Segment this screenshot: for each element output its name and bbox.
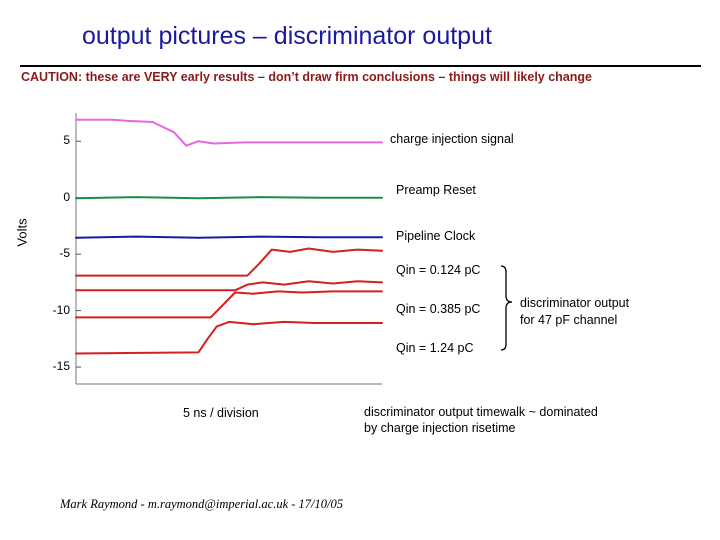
qin-bracket <box>500 265 513 351</box>
y-tick-label: -5 <box>59 246 70 261</box>
label-qin-low: Qin = 0.124 pC <box>396 263 481 277</box>
trace-qin-1-24-pc <box>75 320 383 355</box>
trace-charge-injection-signal <box>75 118 383 147</box>
label-qin-mid: Qin = 0.385 pC <box>396 302 481 316</box>
title-divider <box>20 65 701 67</box>
trace-preamp-reset <box>75 196 383 200</box>
trace-qin-0-124-pc-lower <box>75 280 383 292</box>
trace-qin-0-385-pc <box>75 290 383 319</box>
footer-author: Mark Raymond - m.raymond@imperial.ac.uk … <box>60 497 343 511</box>
timewalk-note-line2: by charge injection risetime <box>364 421 516 435</box>
y-axis-label: Volts <box>14 218 30 247</box>
label-charge-injection: charge injection signal <box>390 132 514 146</box>
caution-note: CAUTION: these are VERY early results – … <box>21 70 592 84</box>
discriminator-note-line2: for 47 pF channel <box>520 313 618 327</box>
label-pipeline-clock: Pipeline Clock <box>396 229 476 243</box>
y-tick-label: 0 <box>63 189 70 204</box>
x-axis-label: 5 ns / division <box>183 406 259 420</box>
label-preamp-reset: Preamp Reset <box>396 183 476 197</box>
page-title: output pictures – discriminator output <box>82 22 492 50</box>
y-tick-label: -10 <box>52 302 70 317</box>
trace-pipeline-clock <box>75 235 383 239</box>
discriminator-note-line1: discriminator output <box>520 296 630 310</box>
y-tick-label: -15 <box>52 359 70 374</box>
trace-qin-0-124-pc-upper <box>75 247 383 277</box>
y-tick-label: 5 <box>63 133 70 148</box>
label-qin-high: Qin = 1.24 pC <box>396 341 474 355</box>
timewalk-note-line1: discriminator output timewalk ~ dominate… <box>364 405 598 419</box>
